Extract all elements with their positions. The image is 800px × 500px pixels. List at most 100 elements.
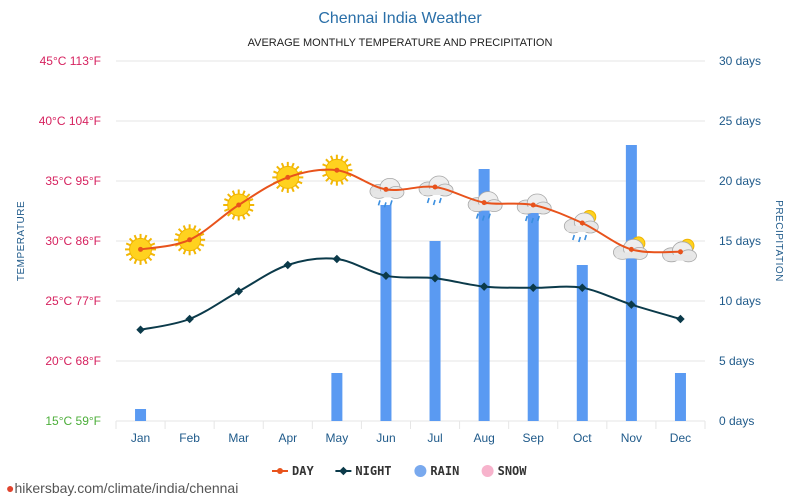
partly-cloudy-icon [563,210,599,243]
rain-drop [481,215,485,221]
sun-ray [297,180,303,185]
legend-item-night: NIGHT [335,464,392,478]
cloud-base [470,204,499,211]
rain-bar [478,169,490,421]
sun-ray [143,259,148,265]
right-tick-label: 15 days [719,234,761,248]
partly-cloudy-icon [662,238,697,263]
legend-item-snow: SNOW [481,464,527,478]
sun-ray [245,212,251,217]
night-marker [136,325,145,335]
sun-ray [291,187,295,193]
x-axis-ticks: Jan Feb Mar Apr May Jun Jul Aug Sep Oct Nov Dec [131,431,691,445]
sun-ray [192,225,197,231]
x-tick-label: Dec [670,431,691,445]
left-tick-label: 20°C 68°F [45,354,101,368]
day-marker [579,220,585,226]
rain-bar [380,205,392,421]
cloud-base [519,207,548,213]
right-axis-ticks: 30 days 25 days 20 days 15 days 10 days 5 day… [719,54,761,428]
sun-ray [330,155,334,161]
rain-bar [527,205,539,421]
sun-ray [346,173,352,178]
left-tick-label: 45°C 113°F [40,54,101,68]
sun-ray [340,155,344,161]
cloud-base [615,252,644,259]
day-marker [334,167,340,173]
day-line [140,168,681,254]
day-marker [236,202,242,208]
chart-title: Chennai India Weather [318,10,482,27]
sun-ray [280,162,285,168]
rain-cloud-icon [418,175,454,206]
night-marker [381,271,391,281]
sun-ray [241,190,246,196]
right-axis-title: PRECIPITATION [773,200,784,282]
night-marker [185,314,194,324]
x-tick-label: Aug [473,431,494,445]
legend-marker [414,465,427,477]
right-tick-label: 20 days [719,174,761,188]
x-tick-label: Jan [131,431,150,445]
rain-bar [331,373,343,421]
sun-ray [128,256,134,262]
legend-label: NIGHT [355,464,391,478]
sun-ray [227,193,232,198]
x-tick-label: Jun [376,431,395,445]
sun-ray [196,228,202,233]
sun-ray [174,232,180,237]
sun-ray [143,234,148,240]
sun-ray [150,252,156,257]
sun-ray [241,214,246,220]
sun-ray [322,173,328,178]
left-axis-ticks: 45°C 113°F 40°C 104°F 35°C 95°F 30°C 86°F 25… [39,54,101,428]
night-marker [528,283,538,293]
rain-drop [572,234,576,241]
left-tick-label: 35°C 95°F [45,174,101,188]
sun-ray [199,243,205,247]
legend-marker [481,465,494,477]
rain-drop [475,213,479,219]
sun-ray [182,225,187,231]
sun-ray [343,177,349,182]
night-marker [234,287,243,296]
cloud-base [664,254,693,261]
right-tick-label: 0 days [719,414,754,428]
sun-ray [133,259,138,265]
sun-ray [273,170,279,175]
day-marker [628,246,634,252]
sun-ray [343,158,349,164]
right-tick-label: 10 days [719,294,761,308]
rain-bar [135,409,147,421]
sun-ray [199,232,205,237]
legend-label: DAY [292,464,314,478]
rain-bar [429,241,441,421]
sun-ray [231,214,236,220]
night-marker [676,314,685,324]
right-tick-label: 25 days [719,114,761,128]
sun-ray [325,177,330,182]
sun-ray [297,170,303,175]
x-tick-label: May [326,431,349,445]
left-tick-label: 15°C 59°F [45,414,101,428]
sun-icon [272,161,304,193]
night-line [140,257,681,331]
sun-ray [245,193,251,198]
left-tick-label: 40°C 104°F [39,114,101,128]
sun-ray [294,184,300,190]
day-marker [138,246,144,252]
sun-ray [224,198,229,202]
day-marker [677,249,683,255]
sun-ray [322,163,328,167]
legend-marker [277,468,283,474]
sun-ray [276,165,281,171]
temperature-lines [136,167,685,335]
left-tick-label: 30°C 86°F [45,234,101,248]
location-pin-icon: ● [6,480,15,496]
footer-link[interactable]: ●hikersbay.com/climate/india/chennai [6,480,238,496]
sun-ray [125,252,131,257]
sun-ray [340,179,344,185]
right-tick-label: 30 days [719,54,761,68]
sun-ray [125,242,131,247]
